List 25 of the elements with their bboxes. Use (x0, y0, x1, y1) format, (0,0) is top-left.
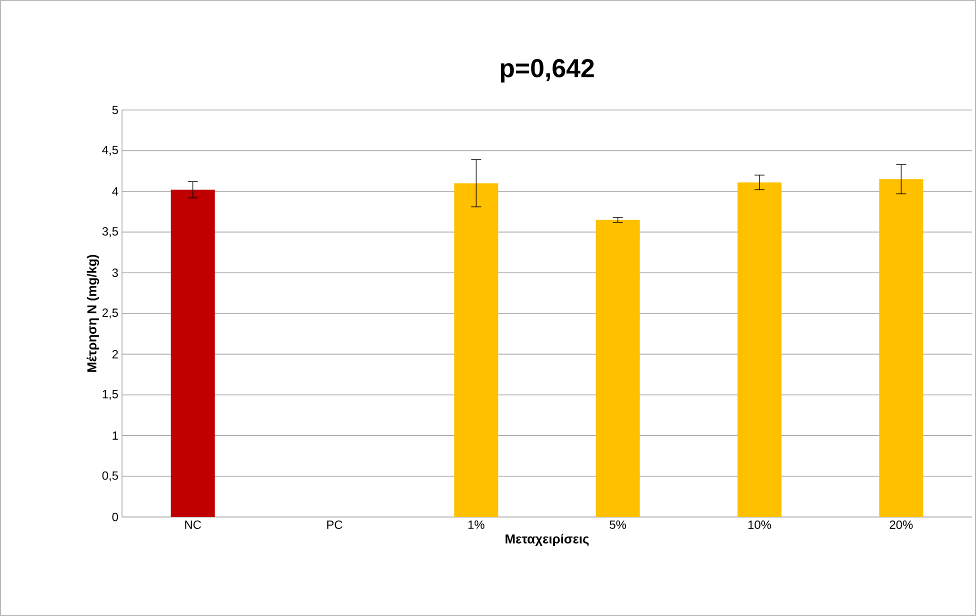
x-tick-label: 1% (468, 520, 484, 529)
y-tick-label: 3,5 (102, 227, 118, 238)
y-tick-label: 0 (112, 512, 118, 522)
x-tick-label: 5% (610, 520, 626, 529)
y-tick-label: 1 (112, 431, 118, 440)
y-tick-label: 0,5 (102, 471, 118, 482)
bar (596, 220, 640, 517)
y-axis-title: Μέτρηση N (mg/kg) (86, 254, 100, 372)
x-tick-label: NC (185, 520, 202, 529)
x-axis-title: Μεταχειρίσεις (506, 534, 589, 546)
bar (879, 179, 924, 517)
y-tick-label: 2 (112, 350, 118, 358)
x-tick-label: 10% (748, 520, 772, 529)
bar (454, 183, 498, 517)
y-tick-label: 2,5 (102, 308, 118, 318)
y-tick-label: 3 (112, 268, 118, 278)
x-tick-label: 20% (890, 520, 913, 529)
bar (738, 182, 782, 517)
x-tick-label: PC (327, 520, 342, 529)
chart-title: p=0,642 (500, 59, 594, 82)
y-tick-label: 1,5 (102, 390, 118, 400)
y-tick-label: 5 (112, 106, 118, 114)
bar (170, 190, 215, 517)
y-tick-label: 4 (112, 187, 118, 196)
y-tick-label: 4,5 (102, 146, 118, 156)
